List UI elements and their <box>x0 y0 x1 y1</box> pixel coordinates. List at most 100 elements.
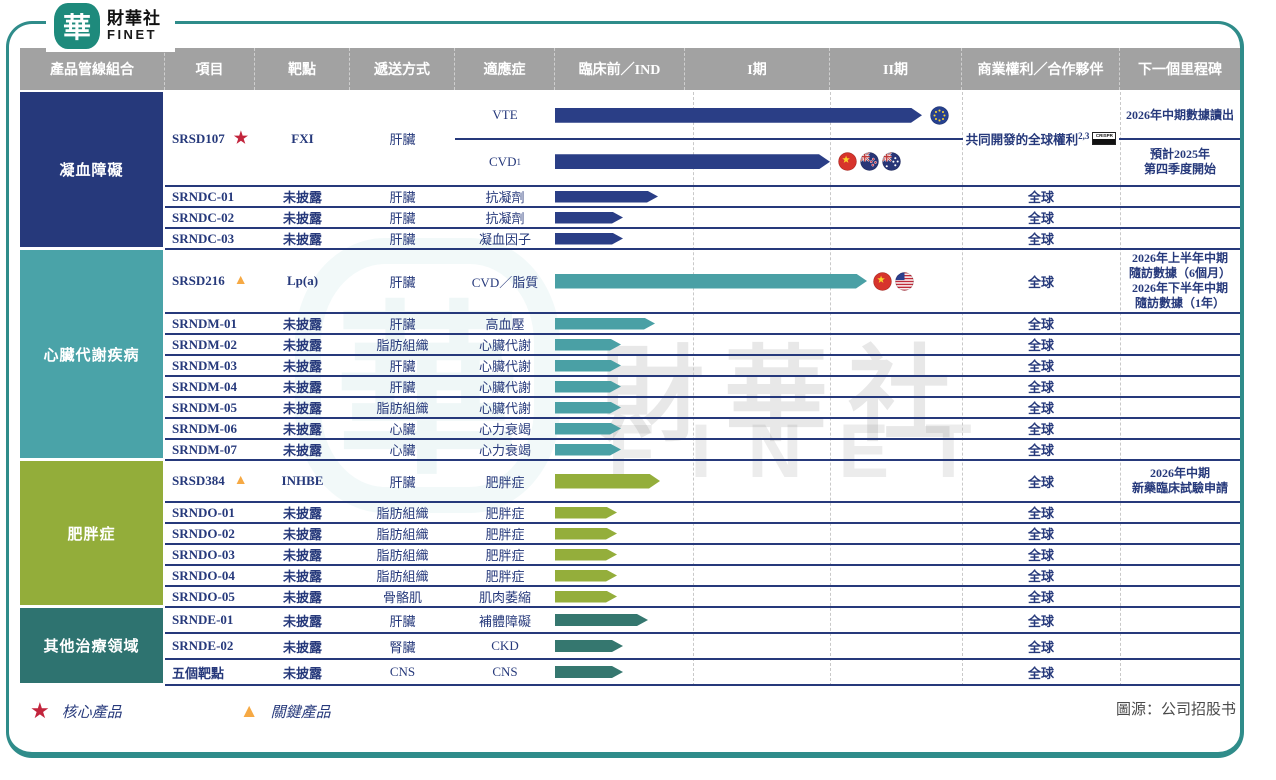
table-row-SRNDO-02: SRNDO-02 未披露 脂肪組織 肥胖症 全球 <box>165 524 1240 545</box>
rights-cell: 全球 <box>1027 232 1054 247</box>
rights-cell: 全球 <box>1027 474 1054 490</box>
milestone-cell <box>1120 377 1240 396</box>
delivery-cell: 腎臟 <box>389 639 416 655</box>
milestone-cell <box>1120 229 1240 248</box>
indication-subrow: CVD 1 <box>455 139 962 186</box>
target-cell: 未披露 <box>282 359 322 374</box>
target-cell: 未披露 <box>282 338 322 353</box>
phase-progress-cell <box>555 208 962 227</box>
brand-name-zh: 財華社 <box>107 9 161 29</box>
rights-cell: 全球 <box>1027 211 1054 226</box>
project-name-cell: 五個靶點 <box>172 665 225 681</box>
target-cell: 未披露 <box>282 613 322 629</box>
milestone-cell <box>1120 419 1240 438</box>
indication-cell: 高血壓 <box>485 317 525 332</box>
target-cell: 未披露 <box>282 422 322 437</box>
milestone-cell: 2026年中期 新藥臨床試驗申請 <box>1131 466 1228 495</box>
indication-cell: 抗凝劑 <box>485 190 525 205</box>
phase-progress-cell <box>555 634 962 658</box>
indication-cell: 心臟代謝 <box>478 380 531 395</box>
brand-logo: 華 財華社 FINET <box>46 0 175 52</box>
project-name-cell: SRNDM-06 <box>172 420 237 436</box>
project-name-cell: SRNDO-04 <box>172 567 235 583</box>
crispr-logo-text: CRISPR <box>1093 133 1116 139</box>
indication-cell: CVD／脂質 <box>471 274 539 290</box>
indication-cell: 心臟代謝 <box>478 359 531 374</box>
project-name-cell: SRNDC-02 <box>172 209 235 225</box>
target-cell: 未披露 <box>282 317 322 332</box>
table-header-row: 產品管線組合 項目 靶點 遞送方式 適應症 臨床前／IND I期 II期 商業權利／合作夥伴 下一… <box>20 48 1240 90</box>
milestone-cell <box>1120 335 1240 354</box>
indication-cell: 心力衰竭 <box>478 422 531 437</box>
indication-cell: 補體障礙 <box>478 613 531 629</box>
progress-arrow <box>555 640 623 652</box>
us-flag-icon <box>895 271 914 291</box>
column-header-4: 遞送方式 <box>350 48 455 90</box>
target-cell: 未披露 <box>282 443 322 458</box>
phase-progress-cell <box>555 398 962 417</box>
target-cell: 未披露 <box>282 232 322 247</box>
milestone-cell <box>1120 524 1240 543</box>
progress-arrow <box>555 570 617 582</box>
phase-progress-cell <box>555 229 962 248</box>
milestone-cell <box>1120 608 1240 632</box>
phase-progress-cell <box>555 377 962 396</box>
approval-flags <box>838 152 901 171</box>
table-row-SRNDM-07: SRNDM-07 未披露 心臟 心力衰竭 全球 <box>165 440 1240 461</box>
rights-cell: 全球 <box>1027 317 1054 332</box>
delivery-cell: 肝臟 <box>389 274 416 290</box>
key-product-triangle-icon: ▲ <box>233 273 248 288</box>
project-name-cell: SRSD107 ★ <box>172 129 249 147</box>
milestone-cell <box>1120 634 1240 658</box>
progress-arrow <box>555 423 621 435</box>
indication-subrows: VTE CVD 1 <box>455 92 962 185</box>
rights-cell: 全球 <box>1027 190 1054 205</box>
project-name-cell: SRNDO-05 <box>172 588 235 604</box>
table-row-SRSD384: SRSD384 ▲ INHBE 肝臟 肥胖症 全球 2026年中期 新藥臨床試驗申請 <box>165 461 1240 503</box>
delivery-cell: 肝臟 <box>389 359 416 374</box>
table-body: 凝血障礙 SRSD107 ★ FXI 肝臟 VTE CVD 1 共同開發的全球權利2,3 CRIS… <box>20 92 1240 686</box>
phase-gridline-4 <box>1120 92 1121 686</box>
table-row-五個靶點: 五個靶點 未披露 CNS CNS 全球 <box>165 660 1240 686</box>
group-rows: SRSD107 ★ FXI 肝臟 VTE CVD 1 共同開發的全球權利2,3 CRISPR 20… <box>165 92 1240 250</box>
phase-progress-cell <box>555 608 962 632</box>
rights-cell: 全球 <box>1027 359 1054 374</box>
milestone-cell <box>1120 398 1240 417</box>
legend-label: 關鍵產品 <box>270 704 331 721</box>
table-row-SRNDO-01: SRNDO-01 未披露 脂肪組織 肥胖症 全球 <box>165 503 1240 524</box>
table-row-SRNDM-04: SRNDM-04 未披露 肝臟 心臟代謝 全球 <box>165 377 1240 398</box>
progress-arrow <box>555 549 617 561</box>
progress-arrow <box>555 614 648 626</box>
indication-subrow: VTE <box>455 92 962 139</box>
progress-arrow <box>555 339 621 351</box>
indication-cell: 肥胖症 <box>485 569 525 584</box>
table-row-SRNDC-02: SRNDC-02 未披露 肝臟 抗凝劑 全球 <box>165 208 1240 229</box>
delivery-cell: 脂肪組織 <box>376 506 429 521</box>
target-cell: 未披露 <box>282 569 322 584</box>
milestone-cell <box>1120 440 1240 459</box>
phase-gridline-1 <box>693 92 694 686</box>
delivery-cell: 肝臟 <box>389 132 416 147</box>
delivery-cell: CNS <box>389 664 416 679</box>
phase-progress-cell <box>555 566 962 585</box>
progress-arrow <box>555 233 623 245</box>
rights-cell: 全球 <box>1027 338 1054 353</box>
project-name-cell: SRNDO-02 <box>172 525 235 541</box>
approval-flags <box>873 271 914 291</box>
column-header-1: 產品管線組合 <box>20 48 165 90</box>
phase-progress-cell <box>555 461 962 501</box>
milestone-cell <box>1120 566 1240 585</box>
therapy-group: 心臟代謝疾病 SRSD216 ▲ Lp(a) 肝臟 CVD／脂質 全球 2026年上半年中期 … <box>20 250 1240 461</box>
target-cell: Lp(a) <box>286 273 319 288</box>
progress-arrow <box>555 108 922 123</box>
table-row-SRNDM-02: SRNDM-02 未披露 脂肪組織 心臟代謝 全球 <box>165 335 1240 356</box>
source-caption: 圖源：公司招股书 <box>1115 701 1236 718</box>
indication-cell: 肥胖症 <box>485 548 525 563</box>
table-row-SRNDC-01: SRNDC-01 未披露 肝臟 抗凝劑 全球 <box>165 187 1240 208</box>
brand-text: 財華社 FINET <box>107 10 161 41</box>
indication-cell: 凝血因子 <box>478 232 531 247</box>
target-cell: 未披露 <box>282 639 322 655</box>
cn-flag-icon <box>838 152 857 171</box>
indication-cell: 肥胖症 <box>485 506 525 521</box>
delivery-cell: 脂肪組織 <box>376 527 429 542</box>
